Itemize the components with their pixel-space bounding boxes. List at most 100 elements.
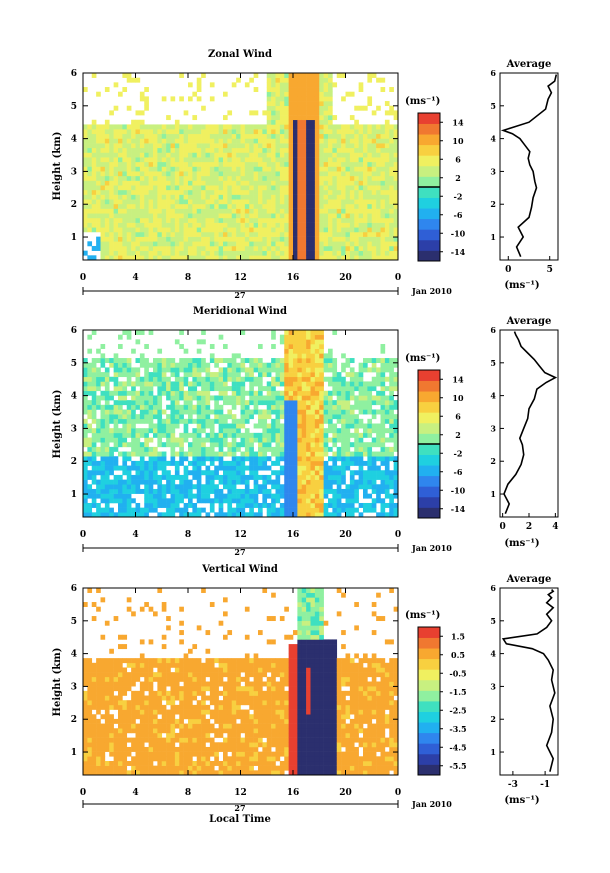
heatmap-cell [271, 400, 276, 406]
heatmap-cell [109, 227, 114, 233]
zonal-wind-avg-frame [499, 72, 559, 261]
heatmap-cell [275, 460, 281, 466]
heatmap-cell [183, 507, 189, 513]
heatmap-cell [275, 194, 281, 200]
heatmap-cell [284, 362, 289, 368]
heatmap-cell [262, 372, 268, 378]
heatmap-cell [328, 143, 333, 149]
heatmap-cell [148, 208, 154, 214]
heatmap-cell [367, 465, 373, 471]
heatmap-cell [332, 245, 338, 251]
heatmap-cell [393, 185, 399, 191]
heatmap-cell [126, 681, 132, 687]
heatmap-cell [131, 742, 136, 748]
heatmap-cell [157, 502, 163, 508]
heatmap-cell [214, 381, 219, 387]
heatmap-cell [371, 166, 377, 172]
heatmap-cell [293, 465, 298, 471]
heatmap-cell [104, 217, 110, 223]
heatmap-cell [201, 507, 206, 513]
zonal-wind-colorbar-frame [417, 112, 441, 262]
heatmap-cell [153, 241, 158, 247]
heatmap-cell [91, 166, 97, 172]
heatmap-cell [275, 451, 281, 457]
heatmap-cell [231, 124, 237, 130]
heatmap-cell [131, 77, 136, 83]
heatmap-cell [118, 746, 123, 752]
heatmap-cell [201, 203, 206, 209]
heatmap-cell [341, 255, 346, 261]
heatmap-cell [323, 91, 329, 97]
heatmap-cell [91, 404, 97, 410]
heatmap-cell [161, 138, 167, 144]
heatmap-cell [306, 231, 311, 237]
heatmap-cell [301, 194, 307, 200]
heatmap-cell [144, 87, 149, 92]
heatmap-cell [258, 456, 263, 462]
heatmap-cell [253, 129, 259, 135]
heatmap-cell [153, 460, 158, 466]
heatmap-cell [91, 409, 97, 415]
heatmap-cell [87, 213, 93, 219]
heatmap-cell [214, 203, 219, 209]
heatmap-cell [135, 119, 141, 125]
heatmap-cell [354, 484, 359, 490]
heatmap-cell [389, 110, 394, 116]
heatmap-cell [384, 157, 390, 163]
heatmap-cell [262, 199, 268, 205]
heatmap-cell [174, 498, 180, 504]
heatmap-cell [87, 681, 93, 687]
heatmap-cell [153, 428, 158, 434]
heatmap-cell [148, 245, 154, 251]
heatmap-cell [126, 672, 132, 678]
heatmap-cell [118, 498, 123, 504]
heatmap-cell [209, 353, 215, 359]
heatmap-cell [314, 110, 320, 116]
heatmap-cell [170, 484, 176, 490]
heatmap-cell [192, 143, 198, 149]
heatmap-cell [293, 484, 298, 490]
heatmap-cell [223, 147, 228, 153]
heatmap-cell [214, 418, 219, 424]
heatmap-cell [244, 152, 250, 158]
heatmap-cell [113, 390, 119, 396]
heatmap-cell [345, 143, 351, 149]
heatmap-cell [205, 488, 211, 494]
heatmap-cell [170, 217, 176, 223]
heatmap-cell [100, 213, 106, 219]
heatmap-cell [183, 189, 189, 195]
heatmap-cell [301, 152, 307, 158]
heatmap-cell [218, 465, 224, 471]
heatmap-cell [301, 367, 307, 373]
heatmap-cell [91, 362, 97, 368]
heatmap-cell [139, 442, 145, 448]
heatmap-cell [363, 105, 368, 111]
heatmap-cell [161, 203, 167, 209]
heatmap-cell [87, 147, 93, 153]
heatmap-cell [170, 362, 176, 368]
heatmap-cell [104, 718, 110, 724]
heatmap-cell [188, 96, 193, 102]
heatmap-cell [87, 376, 93, 382]
heatmap-cell [166, 227, 171, 233]
heatmap-cell [231, 241, 237, 247]
heatmap-cell [301, 255, 307, 261]
heatmap-cell [231, 381, 237, 387]
heatmap-cell [266, 115, 272, 121]
x-tick-label: 0 [395, 273, 401, 283]
heatmap-cell [314, 502, 320, 508]
heatmap-cell [323, 236, 329, 242]
heatmap-cell [288, 138, 294, 144]
heatmap-cell [376, 147, 381, 153]
heatmap-cell [301, 465, 307, 471]
heatmap-cell [288, 418, 294, 424]
heatmap-cell [139, 432, 145, 438]
heatmap-cell [183, 236, 189, 242]
heatmap-cell [104, 213, 110, 219]
heatmap-cell [126, 606, 132, 612]
heatmap-cell [332, 180, 338, 186]
heatmap-cell [188, 512, 193, 518]
heatmap-cell [249, 203, 254, 209]
heatmap-cell [201, 147, 206, 153]
heatmap-cell [214, 124, 219, 130]
